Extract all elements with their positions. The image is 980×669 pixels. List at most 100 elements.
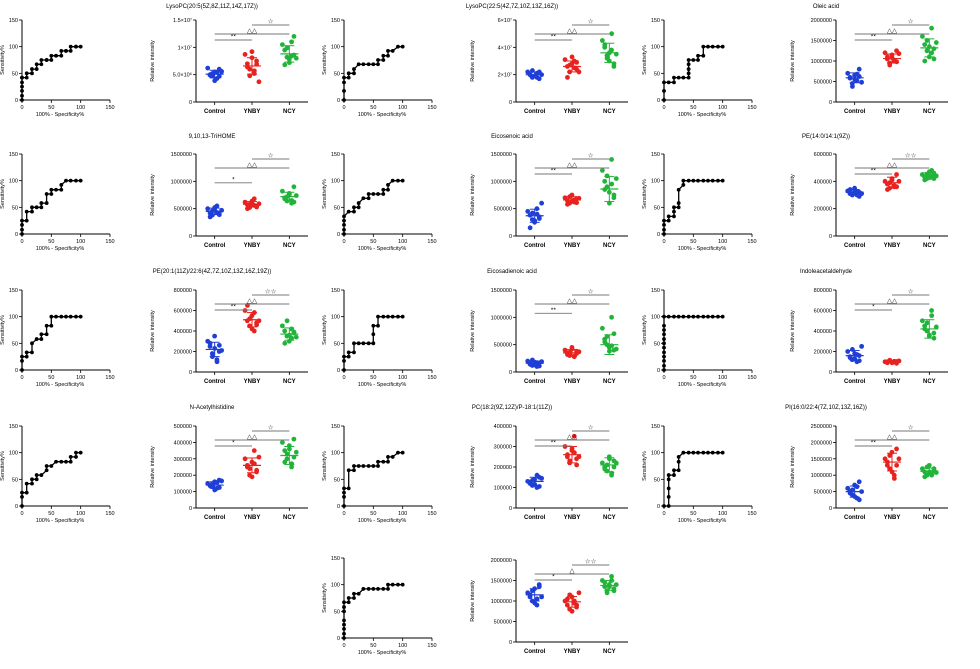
roc-point bbox=[44, 58, 49, 62]
scatter-y-tick-label: 0 bbox=[189, 370, 192, 376]
scatter-point bbox=[574, 602, 580, 608]
roc-point bbox=[681, 450, 686, 455]
scatter-point bbox=[205, 65, 211, 71]
scatter-point bbox=[919, 318, 925, 324]
roc-point bbox=[686, 62, 691, 67]
roc-point bbox=[701, 178, 706, 183]
scatter-y-tick-label: 500000 bbox=[494, 207, 512, 213]
roc-point bbox=[681, 178, 686, 183]
roc-y-tick-label: 50 bbox=[334, 609, 340, 615]
roc-point bbox=[361, 196, 366, 201]
roc-point bbox=[24, 490, 29, 495]
roc-point bbox=[356, 591, 361, 596]
roc-point bbox=[701, 450, 706, 455]
scatter-point bbox=[565, 201, 570, 207]
roc-point bbox=[666, 214, 671, 219]
roc-x-tick-label: 150 bbox=[747, 511, 756, 517]
roc-point bbox=[20, 490, 24, 495]
roc-point bbox=[662, 89, 666, 93]
roc-point bbox=[662, 368, 666, 372]
roc-y-tick-label: 100 bbox=[331, 583, 340, 589]
roc-point bbox=[662, 227, 666, 232]
roc-y-axis-label: Sensitivity% bbox=[0, 315, 6, 345]
roc-point bbox=[342, 486, 346, 491]
scatter-point bbox=[929, 25, 934, 31]
scatter-point bbox=[887, 62, 893, 68]
roc-x-axis-label: 100% - Specificity% bbox=[678, 246, 727, 252]
scatter-point bbox=[856, 497, 862, 503]
significance-label: △△ bbox=[887, 162, 898, 169]
scatter-point bbox=[613, 346, 619, 352]
scatter-point bbox=[569, 608, 575, 614]
scatter-y-tick-label: 2000000 bbox=[811, 440, 832, 446]
scatter-y-tick-label: 0 bbox=[829, 506, 832, 512]
roc-point bbox=[68, 314, 73, 319]
scatter-point bbox=[536, 363, 542, 369]
roc-point bbox=[68, 49, 73, 53]
chart-panel-22: 0 50 100 150 0 50 100 150 100% - Specificity% Sen… bbox=[642, 424, 757, 524]
scatter-point bbox=[527, 225, 533, 231]
roc-point bbox=[352, 205, 356, 210]
roc-point bbox=[386, 314, 390, 319]
roc-point bbox=[352, 71, 356, 76]
roc-point bbox=[706, 450, 710, 455]
roc-point bbox=[666, 504, 671, 508]
roc-y-tick-label: 0 bbox=[15, 504, 18, 510]
roc-x-tick-label: 0 bbox=[662, 239, 665, 245]
roc-point bbox=[20, 223, 24, 227]
roc-point bbox=[662, 323, 666, 328]
significance-label: △△ bbox=[567, 298, 578, 305]
roc-point bbox=[30, 67, 34, 71]
roc-y-tick-label: 50 bbox=[654, 341, 660, 347]
scatter-point bbox=[599, 38, 605, 43]
roc-point bbox=[356, 205, 361, 210]
scatter-point bbox=[219, 348, 225, 353]
roc-y-axis-label: Sensitivity% bbox=[642, 451, 648, 481]
scatter-point bbox=[282, 459, 288, 465]
roc-x-tick-label: 100 bbox=[398, 643, 407, 649]
scatter-point bbox=[293, 55, 299, 61]
roc-y-tick-label: 50 bbox=[12, 71, 18, 77]
roc-point bbox=[346, 350, 351, 355]
significance-label: ☆ bbox=[588, 424, 594, 432]
scatter-category-label: NCY bbox=[923, 243, 936, 249]
roc-x-axis-label: 100% - Specificity% bbox=[36, 382, 85, 388]
significance-label: ** bbox=[871, 34, 877, 41]
roc-point bbox=[342, 490, 346, 495]
roc-point bbox=[686, 178, 691, 183]
scatter-y-tick-label: 1.5×10⁷ bbox=[173, 17, 192, 24]
roc-y-axis-label: Sensitivity% bbox=[0, 45, 6, 75]
chart-title: N-Acetylhistidine bbox=[190, 405, 235, 411]
scatter-category-label: Control bbox=[844, 109, 866, 115]
scatter-y-tick-label: 500000 bbox=[174, 424, 192, 430]
roc-point bbox=[30, 477, 34, 482]
roc-curve bbox=[343, 452, 403, 506]
roc-x-axis-label: 100% - Specificity% bbox=[358, 246, 407, 252]
roc-y-tick-label: 100 bbox=[331, 315, 340, 321]
roc-point bbox=[390, 49, 395, 53]
roc-point bbox=[662, 345, 666, 350]
roc-x-tick-label: 150 bbox=[427, 511, 436, 517]
roc-point bbox=[662, 314, 666, 319]
scatter-y-tick-label: 1500000 bbox=[171, 152, 192, 158]
scatter-point bbox=[933, 40, 939, 45]
scatter-point bbox=[933, 324, 939, 330]
roc-point bbox=[371, 464, 376, 468]
scatter-point bbox=[604, 55, 610, 61]
scatter-y-tick-label: 1×10⁷ bbox=[178, 44, 192, 51]
roc-point bbox=[672, 209, 676, 214]
roc-point bbox=[346, 209, 351, 214]
roc-x-tick-label: 100 bbox=[76, 375, 85, 381]
scatter-point bbox=[931, 56, 937, 62]
roc-curve bbox=[663, 46, 723, 100]
roc-point bbox=[390, 178, 395, 183]
scatter-point bbox=[599, 168, 605, 173]
roc-point bbox=[54, 314, 58, 319]
scatter-y-tick-label: 1000000 bbox=[491, 315, 512, 321]
roc-point bbox=[666, 486, 671, 491]
scatter-y-tick-label: 500000 bbox=[814, 490, 832, 496]
scatter-y-tick-label: 4×10⁷ bbox=[498, 44, 512, 51]
scatter-category-label: NCY bbox=[283, 109, 296, 115]
roc-point bbox=[662, 363, 666, 368]
scatter-point bbox=[571, 598, 577, 604]
